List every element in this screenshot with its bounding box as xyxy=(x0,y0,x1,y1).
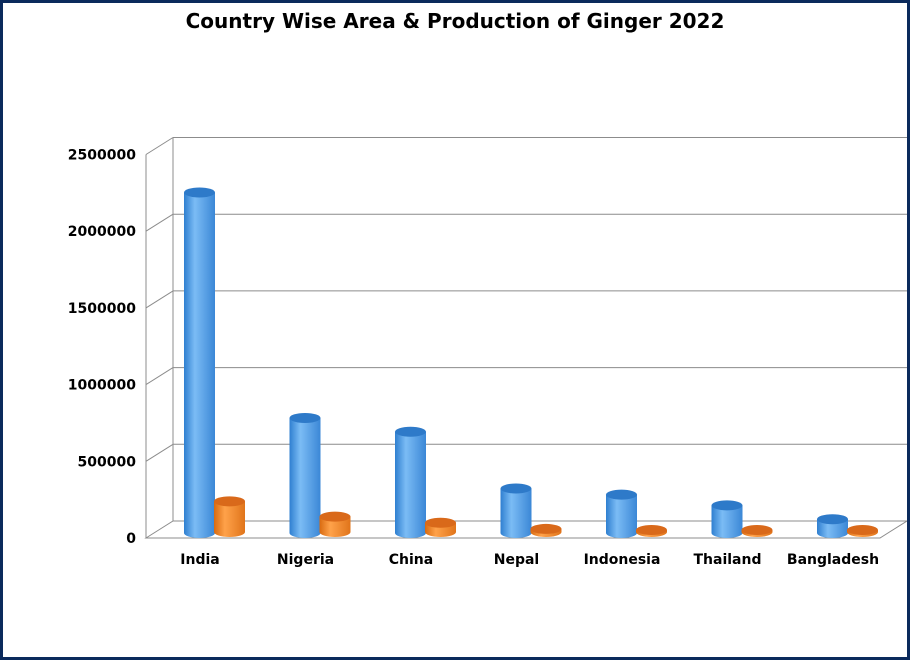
y-axis-ticks: 0 500000 1000000 1500000 2000000 2500000 xyxy=(68,148,136,548)
bar-top xyxy=(636,525,667,535)
bar-top xyxy=(606,489,637,500)
bar-top xyxy=(184,187,215,198)
bar xyxy=(817,514,848,538)
bar xyxy=(530,523,562,537)
bar-body xyxy=(606,494,637,538)
gridline-diagonal xyxy=(145,137,174,155)
bar-body xyxy=(319,516,351,537)
y-tick-label: 1000000 xyxy=(68,378,136,394)
bar xyxy=(500,483,532,538)
bar-top xyxy=(319,511,351,522)
bar-top xyxy=(425,517,456,528)
x-tick-label: Nepal xyxy=(494,552,539,568)
bar-top xyxy=(741,525,773,535)
bar-body xyxy=(500,488,532,538)
y-tick-label: 1500000 xyxy=(68,301,136,317)
chart-canvas: 0 500000 1000000 1500000 2000000 2500000 Indi… xyxy=(68,137,907,568)
bar xyxy=(425,517,456,537)
bar-top xyxy=(214,496,245,507)
chart-title: Country Wise Area & Production of Ginger… xyxy=(185,9,725,33)
bar-body xyxy=(214,501,245,537)
bar-top xyxy=(289,412,321,423)
x-axis-ticks: India Nigeria China Nepal Indonesia Thailand B… xyxy=(180,552,879,568)
bar xyxy=(319,511,351,537)
gridline-diagonal xyxy=(145,443,174,462)
y-tick-label: 0 xyxy=(126,531,136,547)
bar xyxy=(214,496,245,537)
y-tick-label: 2500000 xyxy=(68,148,136,164)
bars xyxy=(184,187,878,538)
bar-body xyxy=(817,519,848,538)
plot-walls xyxy=(144,137,907,539)
bar-body xyxy=(711,505,743,538)
bar xyxy=(184,187,215,538)
x-tick-label: Thailand xyxy=(694,552,762,568)
bar-body xyxy=(184,192,215,538)
bar-top xyxy=(711,500,743,511)
bar-top xyxy=(817,514,848,525)
gridline-diagonal xyxy=(145,367,174,386)
bar xyxy=(289,412,321,538)
y-tick-label: 2000000 xyxy=(68,224,136,240)
bar-body xyxy=(289,417,321,538)
bar xyxy=(846,525,878,537)
x-tick-label: India xyxy=(180,552,219,568)
bar-top xyxy=(500,483,532,494)
x-tick-label: Nigeria xyxy=(277,552,334,568)
gridline-diagonal xyxy=(145,213,174,232)
bar xyxy=(636,525,667,537)
y-tick-label: 500000 xyxy=(78,454,137,470)
bar-top xyxy=(847,525,878,535)
bar-body xyxy=(395,431,426,538)
bar-top xyxy=(530,523,562,534)
bar xyxy=(711,500,743,538)
bar-top xyxy=(395,426,426,437)
bar xyxy=(606,489,637,538)
x-tick-label: China xyxy=(389,552,433,568)
gridline-diagonal xyxy=(145,290,174,309)
floor xyxy=(144,520,907,539)
bar xyxy=(741,525,773,537)
bar xyxy=(395,426,426,538)
x-tick-label: Bangladesh xyxy=(787,552,879,568)
x-tick-label: Indonesia xyxy=(584,552,661,568)
